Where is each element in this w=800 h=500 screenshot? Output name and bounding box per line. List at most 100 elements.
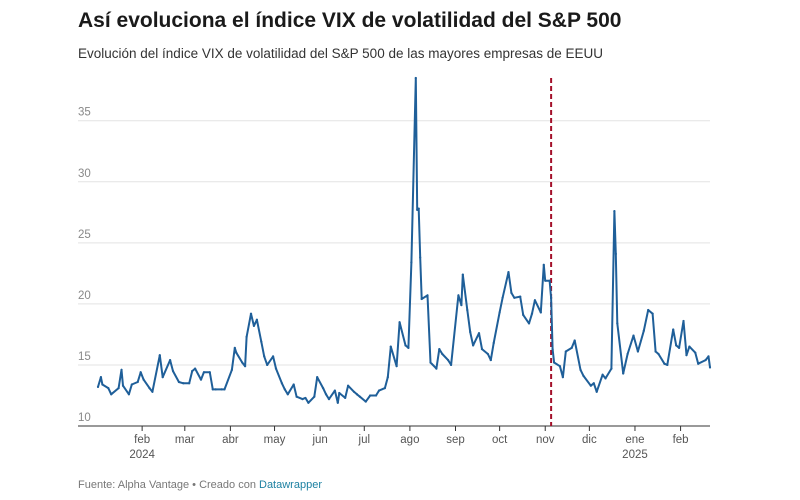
- x-tick-label: ago: [400, 434, 419, 446]
- data-point: [642, 329, 645, 332]
- data-point: [182, 382, 185, 385]
- x-axis: feb 2024 mar abr may jun jul ago sep oct nov dic ene…: [129, 426, 689, 461]
- data-point: [199, 378, 203, 381]
- y-tick-label: 35: [78, 107, 91, 119]
- x-tick-year-label: 2025: [622, 449, 648, 461]
- data-point: [678, 346, 681, 349]
- data-point: [426, 294, 429, 297]
- data-point: [636, 350, 640, 353]
- data-point: [404, 344, 407, 347]
- data-point: [420, 297, 423, 301]
- data-point: [544, 279, 547, 282]
- data-point: [654, 350, 657, 353]
- data-point: [245, 335, 248, 338]
- data-point: [589, 384, 592, 387]
- data-point: [613, 209, 616, 213]
- data-point: [158, 354, 161, 357]
- x-tick-year-label: 2024: [129, 449, 155, 461]
- data-point: [136, 380, 139, 384]
- data-point: [550, 296, 553, 299]
- data-point: [558, 365, 562, 368]
- data-point: [301, 398, 304, 401]
- data-point: [223, 388, 226, 391]
- data-point: [280, 382, 283, 385]
- data-point: [616, 322, 619, 325]
- data-point: [266, 363, 269, 367]
- data-point: [417, 207, 420, 210]
- footer-source: Fuente: Alpha Vantage • Creado con: [78, 479, 259, 491]
- data-point: [551, 347, 554, 351]
- data-point: [647, 308, 650, 312]
- data-point: [573, 339, 576, 342]
- data-point: [117, 387, 120, 390]
- data-point: [177, 380, 181, 384]
- data-point: [697, 362, 700, 365]
- data-point: [271, 355, 275, 358]
- data-point: [374, 394, 378, 397]
- data-point: [161, 376, 164, 379]
- data-point: [202, 371, 206, 374]
- data-point: [472, 344, 475, 347]
- data-point: [99, 376, 103, 379]
- data-point: [626, 352, 629, 356]
- x-tick-label: jul: [358, 434, 371, 446]
- data-point: [449, 363, 453, 367]
- data-point: [704, 358, 707, 362]
- data-point: [321, 387, 325, 390]
- y-tick-label: 15: [78, 351, 91, 363]
- data-point: [107, 387, 110, 390]
- data-point: [193, 367, 197, 370]
- data-point: [249, 312, 253, 315]
- data-point: [274, 367, 278, 370]
- data-point: [191, 369, 194, 373]
- data-point: [632, 334, 635, 337]
- data-point: [101, 383, 104, 386]
- data-point: [395, 365, 398, 368]
- y-tick-label: 10: [78, 412, 91, 424]
- x-tick-label: feb: [673, 434, 689, 446]
- data-point: [96, 385, 100, 389]
- data-point: [441, 352, 444, 356]
- data-point: [708, 366, 712, 369]
- data-point: [682, 319, 685, 323]
- data-point: [130, 383, 133, 386]
- data-point: [252, 324, 256, 327]
- data-point: [416, 208, 419, 211]
- data-point: [355, 393, 359, 396]
- data-point: [651, 312, 654, 315]
- data-point: [304, 396, 307, 400]
- data-point: [233, 346, 236, 349]
- data-point: [542, 263, 545, 266]
- data-point: [489, 358, 492, 362]
- data-point: [327, 398, 331, 401]
- datawrapper-link[interactable]: Datawrapper: [259, 479, 322, 491]
- data-point: [510, 291, 513, 295]
- vix-line: [97, 77, 711, 404]
- y-gridlines: [78, 120, 710, 427]
- data-point: [657, 352, 660, 356]
- data-point: [414, 76, 417, 80]
- data-point: [688, 345, 691, 348]
- data-point: [241, 361, 244, 364]
- data-point: [260, 340, 263, 343]
- data-point: [364, 400, 367, 403]
- data-point: [492, 341, 495, 345]
- data-point: [148, 387, 151, 390]
- x-tick-label: may: [264, 434, 286, 446]
- x-tick-label: dic: [582, 434, 597, 446]
- data-point: [369, 394, 372, 397]
- data-point: [313, 395, 316, 398]
- data-point: [548, 279, 551, 282]
- data-point: [316, 376, 319, 379]
- data-point: [672, 328, 675, 331]
- data-point: [570, 346, 573, 349]
- data-point: [457, 294, 460, 297]
- data-point: [675, 344, 678, 347]
- data-point: [338, 391, 341, 395]
- footer: Fuente: Alpha Vantage • Creado con Dataw…: [78, 479, 322, 491]
- data-point: [522, 313, 525, 316]
- data-point: [561, 376, 564, 379]
- data-point: [582, 374, 585, 378]
- data-point: [530, 312, 534, 315]
